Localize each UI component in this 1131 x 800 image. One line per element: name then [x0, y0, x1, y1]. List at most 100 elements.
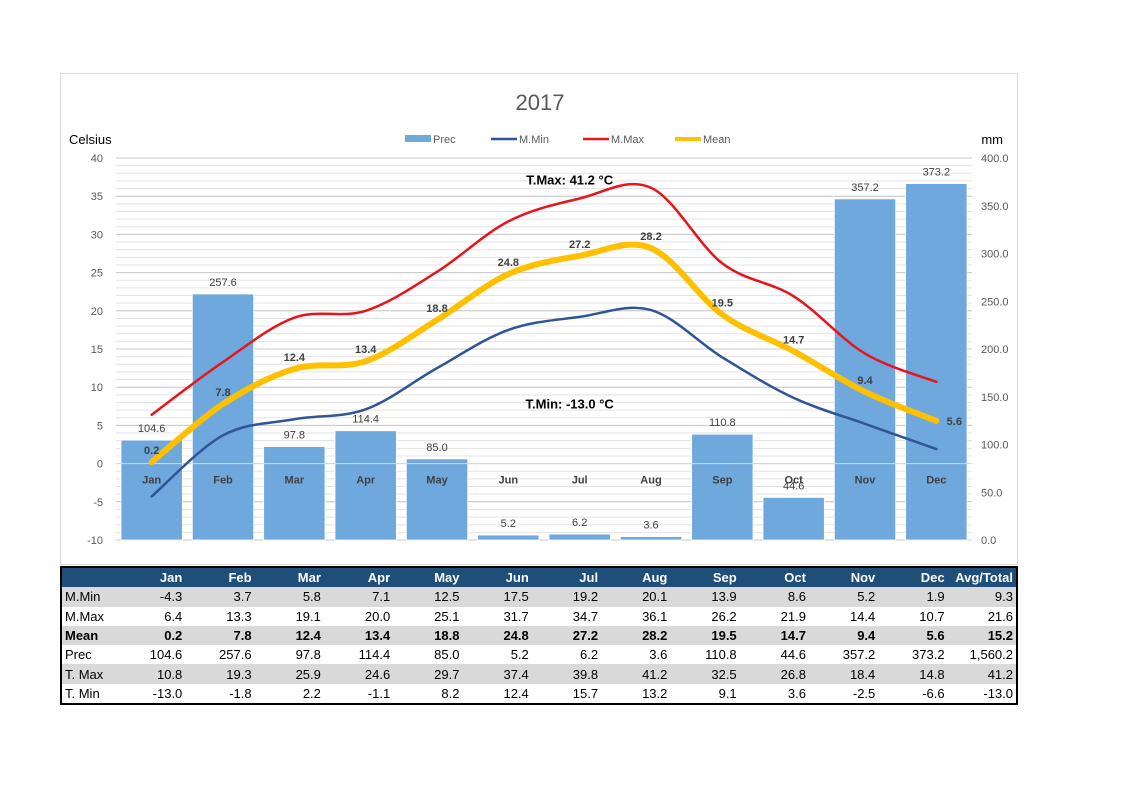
category-label: Oct	[784, 475, 803, 487]
left-tick-label: 35	[91, 191, 103, 203]
table-cell: 10.7	[919, 608, 945, 624]
precipitation-data-label: 104.6	[138, 423, 166, 435]
table-cell: 18.8	[393, 625, 463, 646]
table-row-label: Prec	[65, 647, 92, 663]
table-cell: 17.5	[462, 587, 532, 607]
table-cell: 9.4	[808, 625, 879, 646]
table-cell: 21.6	[987, 608, 1013, 624]
left-tick-label: 0	[97, 459, 103, 471]
category-label: Dec	[926, 475, 946, 487]
table-cell: 6.2	[580, 647, 599, 663]
table-column-header: Dec	[878, 567, 948, 588]
table-cell: 9.1	[718, 685, 737, 701]
chart-title: 2017	[516, 90, 565, 115]
table-column-header: Apr	[323, 567, 394, 588]
table-cell: 34.7	[572, 608, 599, 624]
series-line-mmax	[150, 182, 938, 416]
table-cell: 5.2	[510, 647, 529, 663]
category-label: Sep	[712, 475, 732, 487]
table-cell: 357.2	[842, 647, 876, 663]
table-cell: -13.0	[983, 685, 1013, 701]
table-row-label: T. Min	[65, 685, 100, 701]
right-tick-label: 250.0	[981, 296, 1009, 308]
table-cell: 5.2	[808, 587, 879, 607]
table-cell: 7.8	[185, 625, 255, 646]
table-cell: 1.9	[878, 587, 948, 607]
table-row: M.Min -4.3 3.7 5.8 7.1 12.5 17.5 19.2 20.1 13.9 8.…	[61, 587, 1017, 607]
table-column-header: May	[393, 567, 463, 588]
table-cell: 15.7	[572, 685, 599, 701]
table-cell: 13.4	[323, 625, 394, 646]
table-cell: 27.2	[531, 625, 602, 646]
precipitation-data-label: 257.6	[209, 277, 237, 289]
table-cell: 20.1	[601, 587, 671, 607]
precipitation-data-label: 44.6	[783, 480, 804, 492]
table-row: Mean 0.2 7.8 12.4 13.4 18.8 24.8 27.2 28.2 19.5 14…	[61, 625, 1017, 646]
table-cell: 41.2	[601, 664, 671, 684]
mean-data-label: 14.7	[783, 334, 804, 346]
left-tick-label: 5	[97, 420, 103, 432]
right-tick-label: 50.0	[981, 487, 1002, 499]
table-cell: 37.4	[462, 664, 532, 684]
table-column-header: Jul	[531, 567, 602, 588]
chart-frame: 2017 Celsius mm 40 35 30 25 20 15 10 5 0 -5 -10 400.0 3…	[60, 73, 1018, 565]
table-cell: 13.2	[642, 685, 668, 701]
table-cell: 257.6	[219, 647, 252, 663]
table-cell: 0.2	[116, 625, 186, 646]
right-tick-label: 400.0	[981, 153, 1009, 165]
precipitation-bar	[263, 446, 326, 541]
table-cell: 12.5	[393, 587, 463, 607]
legend-label: M.Min	[519, 134, 549, 146]
table-cell: 39.8	[531, 664, 602, 684]
series-line-mmin	[150, 306, 938, 498]
category-label: Apr	[356, 475, 376, 487]
right-tick-label: 0.0	[981, 535, 996, 547]
table-cell: 19.3	[185, 664, 255, 684]
category-label: Jun	[499, 475, 519, 487]
legend-label: Prec	[433, 134, 456, 146]
table-cell: 28.2	[601, 625, 671, 646]
table-corner-header	[61, 567, 116, 588]
table-cell: 9.3	[947, 587, 1017, 607]
table-cell: 41.2	[947, 664, 1017, 684]
right-tick-label: 100.0	[981, 440, 1009, 452]
table-cell: 18.4	[808, 664, 879, 684]
mean-data-label: 12.4	[284, 352, 306, 364]
precipitation-data-label: 110.8	[709, 417, 736, 429]
category-label: Jan	[142, 475, 161, 487]
category-label: Mar	[285, 475, 305, 487]
right-tick-label: 200.0	[981, 344, 1009, 356]
category-label: Nov	[855, 475, 877, 487]
precipitation-bar	[905, 183, 968, 541]
table-row-label: Mean	[61, 625, 116, 646]
left-tick-label: 25	[91, 268, 103, 280]
table-column-header: Mar	[254, 567, 324, 588]
left-tick-label: 15	[91, 344, 103, 356]
table-cell: 25.9	[254, 664, 324, 684]
mean-data-label: 5.6	[947, 416, 962, 428]
table-cell: 20.0	[364, 608, 391, 624]
precipitation-data-label: 97.8	[284, 430, 305, 442]
mean-data-label: 27.2	[569, 239, 590, 251]
table-cell: 12.4	[503, 685, 529, 701]
table-column-header: Jan	[116, 567, 186, 588]
table-cell: 36.1	[642, 608, 668, 624]
table-column-header: Sep	[670, 567, 740, 588]
table-row: T. Max 10.8 19.3 25.9 24.6 29.7 37.4 39.8 41.2 32…	[61, 664, 1017, 684]
table-cell: 24.6	[323, 664, 394, 684]
table-cell: 10.8	[116, 664, 186, 684]
table-cell: 3.6	[649, 647, 668, 663]
table-cell: 13.9	[670, 587, 740, 607]
table-header-row: Jan Feb Mar Apr May Jun Jul Aug Sep Oct Nov Dec Avg/…	[61, 567, 1017, 588]
table-cell: 3.6	[787, 685, 806, 701]
legend-label: M.Max	[611, 134, 645, 146]
category-label: May	[426, 475, 448, 487]
table-cell: 26.2	[711, 608, 737, 624]
table-cell: 24.8	[462, 625, 532, 646]
table-cell: 2.2	[302, 685, 321, 701]
mean-data-label: 18.8	[426, 303, 447, 315]
series-line-mean	[148, 241, 940, 466]
table-cell: -1.1	[367, 685, 391, 701]
table-cell: 21.9	[780, 608, 806, 624]
precipitation-data-label: 373.2	[923, 167, 951, 179]
